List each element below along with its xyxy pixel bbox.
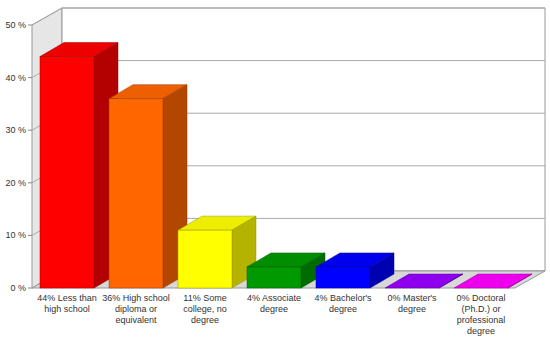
- category-label: 0% Master'sdegree: [387, 293, 437, 314]
- bar-side: [370, 253, 394, 288]
- tick-label: 50 %: [5, 20, 26, 30]
- bar: [385, 274, 463, 288]
- label-line: degree: [329, 304, 357, 314]
- label-line: 4% Bachelor's: [314, 293, 372, 303]
- bar-front: [178, 230, 232, 288]
- grid-line: [32, 8, 545, 25]
- bar-front: [247, 267, 301, 288]
- bar: [178, 216, 256, 288]
- label-line: 0% Doctoral: [456, 293, 505, 303]
- label-line: degree: [467, 326, 495, 336]
- bars: [40, 43, 532, 288]
- tick-mark: [28, 130, 32, 131]
- label-line: degree: [191, 315, 219, 325]
- label-line: diploma or: [115, 304, 157, 314]
- bar-front: [109, 99, 163, 288]
- category-label: 44% Less thanhigh school: [37, 293, 97, 314]
- bar: [316, 253, 394, 288]
- label-line: (Ph.D.) or: [461, 304, 500, 314]
- bar-front: [454, 288, 508, 289]
- tick-mark: [28, 182, 32, 183]
- label-line: college, no: [183, 304, 227, 314]
- label-line: high school: [44, 304, 90, 314]
- tick-label: 10 %: [5, 230, 26, 240]
- category-label: 0% Doctoral(Ph.D.) orprofessionaldegree: [456, 293, 505, 336]
- category-label: 4% Associatedegree: [247, 293, 301, 314]
- label-line: equivalent: [115, 315, 157, 325]
- label-line: professional: [457, 315, 506, 325]
- tick-label: 40 %: [5, 73, 26, 83]
- tick-mark: [28, 235, 32, 236]
- bar-front: [40, 57, 94, 288]
- tick-mark: [28, 25, 32, 26]
- bar: [454, 274, 532, 288]
- label-line: degree: [398, 304, 426, 314]
- bar: [109, 85, 187, 288]
- bar: [247, 253, 325, 288]
- chart: 0 % 10 % 20 % 30 % 40 % 50 % 44% Less thanhigh…: [0, 0, 550, 350]
- label-line: 44% Less than: [37, 293, 97, 303]
- category-label: 4% Bachelor'sdegree: [314, 293, 372, 314]
- tick-label: 0 %: [10, 283, 26, 293]
- tick-label: 30 %: [5, 125, 26, 135]
- bar-side: [508, 274, 532, 288]
- label-line: 4% Associate: [247, 293, 301, 303]
- bar-top: [454, 274, 532, 288]
- label-line: degree: [260, 304, 288, 314]
- bar-front: [316, 267, 370, 288]
- label-line: 0% Master's: [387, 293, 437, 303]
- label-line: 11% Some: [183, 293, 226, 303]
- bar-top: [385, 274, 463, 288]
- tick-mark: [28, 77, 32, 78]
- category-label: 36% High schooldiploma orequivalent: [102, 293, 170, 325]
- bar: [40, 43, 118, 288]
- category-label: 11% Somecollege, nodegree: [183, 293, 227, 325]
- tick-label: 20 %: [5, 178, 26, 188]
- bar-front: [385, 288, 439, 289]
- label-line: 36% High school: [102, 293, 170, 303]
